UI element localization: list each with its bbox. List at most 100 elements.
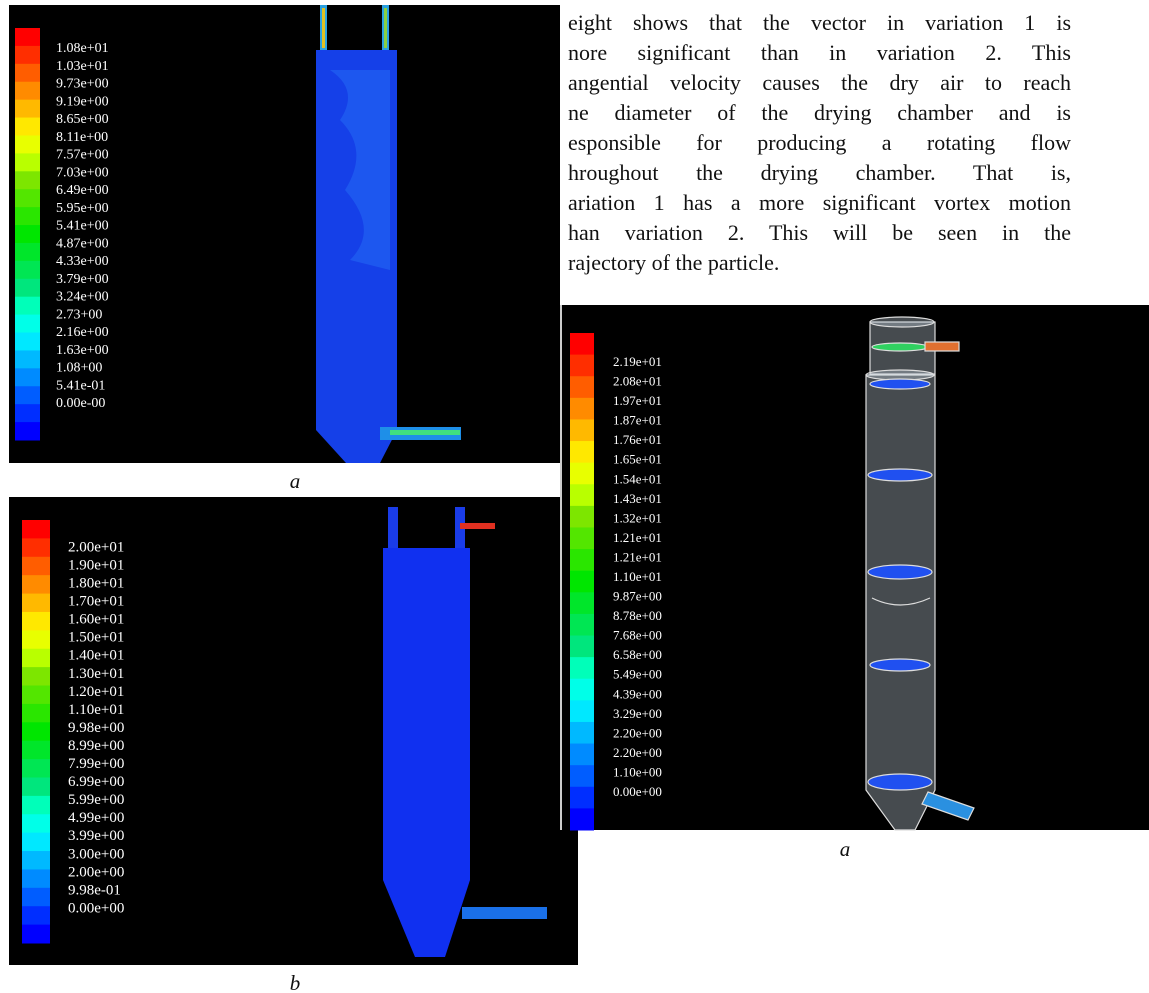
legend-label: 2.73+00 <box>56 307 102 322</box>
colorbar-band <box>570 333 594 356</box>
text-line: eight shows that the vector in variation… <box>568 10 1071 35</box>
legend-label: 4.99e+00 <box>68 810 124 826</box>
text-line: angential velocity causes the dry air to… <box>568 70 1071 95</box>
colorbar-band <box>22 667 50 687</box>
colorbar-band <box>15 81 40 101</box>
colorbar-band <box>570 441 594 464</box>
legend-label: 1.30e+01 <box>68 666 124 682</box>
colorbar-band <box>22 722 50 742</box>
colorbar-band <box>15 45 40 65</box>
colorbar-band <box>570 678 594 701</box>
legend-label: 1.54e+01 <box>613 471 662 486</box>
panel-a2 <box>562 305 1149 830</box>
legend-label: 3.29e+00 <box>613 706 662 721</box>
legend-label: 1.10e+01 <box>68 702 124 718</box>
legend-label: 0.00e-00 <box>56 396 105 411</box>
legend-label: 1.10e+01 <box>613 569 662 584</box>
colorbar-band <box>570 419 594 442</box>
colorbar-band <box>15 99 40 119</box>
colorbar-band <box>15 332 40 351</box>
caption: b <box>290 971 301 993</box>
colorbar-band <box>22 869 50 889</box>
legend-label: 4.33e+00 <box>56 254 109 269</box>
colorbar-band <box>22 887 50 907</box>
chamber-a2 <box>865 316 975 831</box>
legend-label: 3.79e+00 <box>56 272 109 287</box>
legend-label: 1.87e+01 <box>613 413 662 428</box>
legend-label: 3.00e+00 <box>68 846 124 862</box>
colorbar-band <box>15 278 40 298</box>
colorbar-band <box>22 556 50 576</box>
legend-label: 1.70e+01 <box>68 594 124 610</box>
colorbar-band <box>570 549 594 572</box>
colorbar-band <box>15 296 40 316</box>
colorbar-band <box>15 135 40 154</box>
colorbar-band <box>15 28 40 47</box>
colorbar-band <box>22 795 50 815</box>
colorbar-band <box>15 260 40 280</box>
legend-label: 9.98e-01 <box>68 882 121 898</box>
colorbar-band <box>570 376 594 399</box>
legend-label: 1.60e+01 <box>68 612 124 628</box>
legend-label: 7.68e+00 <box>613 628 662 643</box>
colorbar-band <box>570 721 594 745</box>
legend-label: 5.41e-01 <box>56 378 105 393</box>
legend-label: 5.41e+00 <box>56 219 109 234</box>
legend-label: 2.20e+00 <box>613 725 662 740</box>
legend-label: 1.21e+01 <box>613 530 662 545</box>
legend-label: 5.95e+00 <box>56 201 109 216</box>
text-line: hroughout the drying chamber. That is, <box>568 160 1071 185</box>
legend-label: 4.87e+00 <box>56 236 109 251</box>
colorbar-band <box>15 225 40 244</box>
legend-label: 1.97e+01 <box>613 393 662 408</box>
legend-label: 1.03e+01 <box>56 59 109 74</box>
legend-label: 1.40e+01 <box>68 648 124 664</box>
text-line: rajectory of the particle. <box>568 250 780 275</box>
colorbar-band <box>570 397 594 420</box>
legend-label: 5.49e+00 <box>613 667 662 682</box>
colorbar-band <box>22 924 50 944</box>
legend-label: 2.08e+01 <box>613 374 662 389</box>
legend-label: 7.99e+00 <box>68 756 124 772</box>
legend-label: 1.08+00 <box>56 361 102 376</box>
colorbar-band <box>22 520 50 539</box>
legend-label: 1.76e+01 <box>613 432 662 447</box>
colorbar-band <box>570 786 594 809</box>
colorbar-band <box>22 740 50 760</box>
colorbar-band <box>22 777 50 797</box>
colorbar-band <box>15 350 40 369</box>
colorbar-band <box>22 538 50 558</box>
colorbar-band <box>570 484 594 507</box>
legend-label: 3.99e+00 <box>68 828 124 844</box>
colorbar-band <box>570 505 594 528</box>
legend-label: 8.11e+00 <box>56 130 108 145</box>
colorbar-band <box>22 575 50 595</box>
colorbar-band <box>15 117 40 136</box>
colorbar-band <box>22 814 50 834</box>
legend-label: 1.08e+01 <box>56 41 109 56</box>
colorbar-band <box>570 743 594 766</box>
legend-label: 1.32e+01 <box>613 510 662 525</box>
text-line: ariation 1 has a more significant vortex… <box>568 190 1071 215</box>
chamber-b <box>383 507 547 957</box>
legend-label: 8.65e+00 <box>56 112 109 127</box>
legend-label: 9.98e+00 <box>68 720 124 736</box>
colorbar-band <box>15 386 40 405</box>
colorbar-band <box>22 832 50 852</box>
colorbar-band <box>570 570 594 593</box>
colorbar-band <box>22 851 50 870</box>
panel-b <box>9 497 578 965</box>
colorbar-band <box>15 242 40 262</box>
text-line: nore significant than in variation 2. Th… <box>568 40 1071 65</box>
legend-label: 2.00e+00 <box>68 864 124 880</box>
legend-label: 6.99e+00 <box>68 774 124 790</box>
legend-label: 9.19e+00 <box>56 94 109 109</box>
colorbar-band <box>22 611 50 631</box>
colorbar-band <box>570 592 594 615</box>
colorbar-band <box>15 314 40 334</box>
panel-a1 <box>9 5 560 463</box>
legend-label: 0.00e+00 <box>68 900 124 916</box>
legend-label: 7.57e+00 <box>56 148 109 163</box>
colorbar-band <box>15 207 40 226</box>
